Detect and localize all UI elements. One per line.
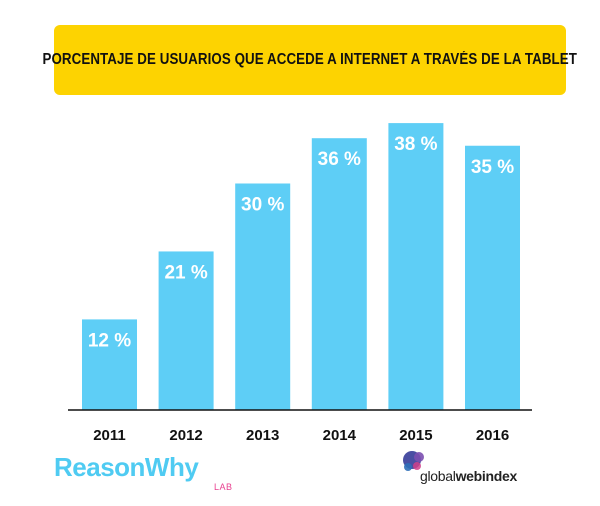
bar-value-label-2014: 36 % bbox=[318, 149, 361, 170]
x-tick-label-2015: 2015 bbox=[399, 427, 432, 444]
chart-title: PORCENTAJE DE USUARIOS QUE ACCEDE A INTE… bbox=[42, 51, 578, 68]
x-tick-label-2014: 2014 bbox=[323, 427, 357, 444]
title-banner: PORCENTAJE DE USUARIOS QUE ACCEDE A INTE… bbox=[43, 25, 577, 95]
x-tick-label-2011: 2011 bbox=[93, 427, 126, 444]
bar-value-label-2011: 12 % bbox=[88, 330, 131, 351]
bar-value-label-2015: 38 % bbox=[394, 134, 437, 155]
globalwebindex-bold: webindex bbox=[455, 468, 518, 484]
bar-2015 bbox=[388, 123, 444, 410]
x-tick-label-2016: 2016 bbox=[476, 427, 509, 444]
reasonwhy-lab: LAB bbox=[214, 482, 233, 492]
bar-2014 bbox=[311, 138, 367, 410]
bar-2016 bbox=[465, 145, 520, 410]
reasonwhy-brand: ReasonWhy bbox=[54, 452, 199, 482]
reasonwhy-logo: ReasonWhy LAB bbox=[54, 452, 254, 492]
bar-value-label-2012: 21 % bbox=[164, 262, 207, 283]
globalwebindex-light: global bbox=[420, 468, 456, 484]
globalwebindex-logo: globalwebindex bbox=[400, 448, 550, 488]
bar-value-label-2016: 35 % bbox=[471, 157, 514, 178]
bar-2011 bbox=[82, 319, 137, 410]
bar-2012 bbox=[158, 251, 214, 410]
bar-2013 bbox=[235, 183, 291, 410]
x-tick-label-2013: 2013 bbox=[246, 427, 279, 444]
globalwebindex-brand: globalwebindex bbox=[420, 468, 517, 484]
x-tick-label-2012: 2012 bbox=[169, 427, 202, 444]
bar-value-label-2013: 30 % bbox=[241, 195, 284, 216]
globalwebindex-dots-icon bbox=[403, 451, 424, 471]
